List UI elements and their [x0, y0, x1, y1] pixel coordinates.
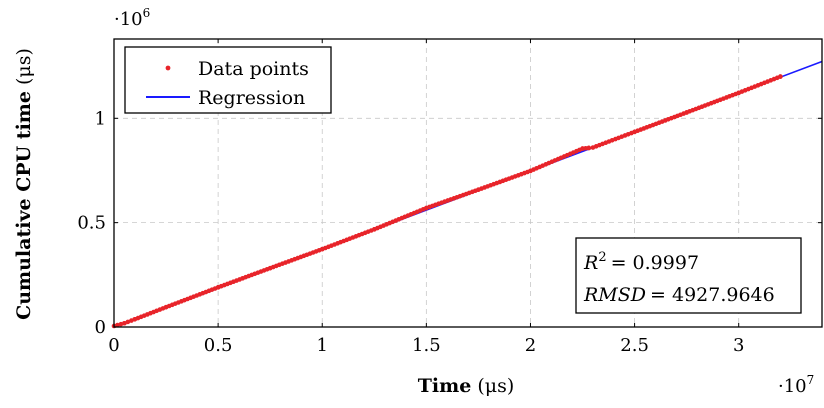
- legend-label-regression: Regression: [198, 87, 305, 109]
- data-point: [118, 321, 124, 327]
- data-point: [129, 318, 134, 323]
- data-point: [586, 145, 592, 151]
- y-tick-label: 1: [95, 108, 106, 129]
- x-tick-label: 1.5: [412, 335, 441, 356]
- x-axis-multiplier: ·107: [778, 373, 814, 397]
- stats-box: [575, 237, 802, 314]
- y-axis-label: Cumulative CPU time (μs): [13, 48, 35, 320]
- rmsd-text: RMSD = 4927.9646: [583, 284, 775, 306]
- x-tick-label: 3: [733, 335, 744, 356]
- plot-frame: [113, 38, 823, 328]
- x-tick-label: 2: [525, 335, 536, 356]
- data-point: [122, 320, 127, 326]
- legend: Data points Regression: [124, 46, 332, 114]
- x-axis-label: Time (μs): [418, 375, 515, 397]
- legend-marker-data-points: [165, 65, 171, 71]
- chart-marks: [111, 60, 823, 329]
- x-tick-label: 1: [317, 335, 328, 356]
- data-point: [778, 74, 783, 79]
- legend-box: [124, 46, 332, 114]
- x-axis-label-unit: (μs): [477, 375, 514, 397]
- x-tick-label: 0: [108, 335, 119, 356]
- x-tick-label: 2.5: [620, 335, 649, 356]
- data-point: [115, 322, 120, 328]
- y-tick-label: 0.5: [77, 213, 106, 234]
- x-axis-label-bold: Time: [418, 375, 472, 397]
- y-axis-label-unit: (μs): [13, 48, 35, 85]
- data-point: [125, 319, 131, 325]
- y-axis-multiplier: ·106: [114, 6, 150, 30]
- legend-label-data-points: Data points: [198, 58, 309, 80]
- x-tick-label: 0.5: [204, 335, 233, 356]
- y-tick-label: 0: [95, 317, 106, 338]
- stats-annotation: R2 = 0.9997 RMSD = 4927.9646: [575, 237, 802, 314]
- r-squared-text: R2 = 0.9997: [583, 250, 699, 274]
- axis-ticks: 0 0.5 1 1.5 2 2.5 3 0 0.5 1: [77, 39, 822, 356]
- y-axis-label-bold: Cumulative CPU time: [13, 91, 35, 320]
